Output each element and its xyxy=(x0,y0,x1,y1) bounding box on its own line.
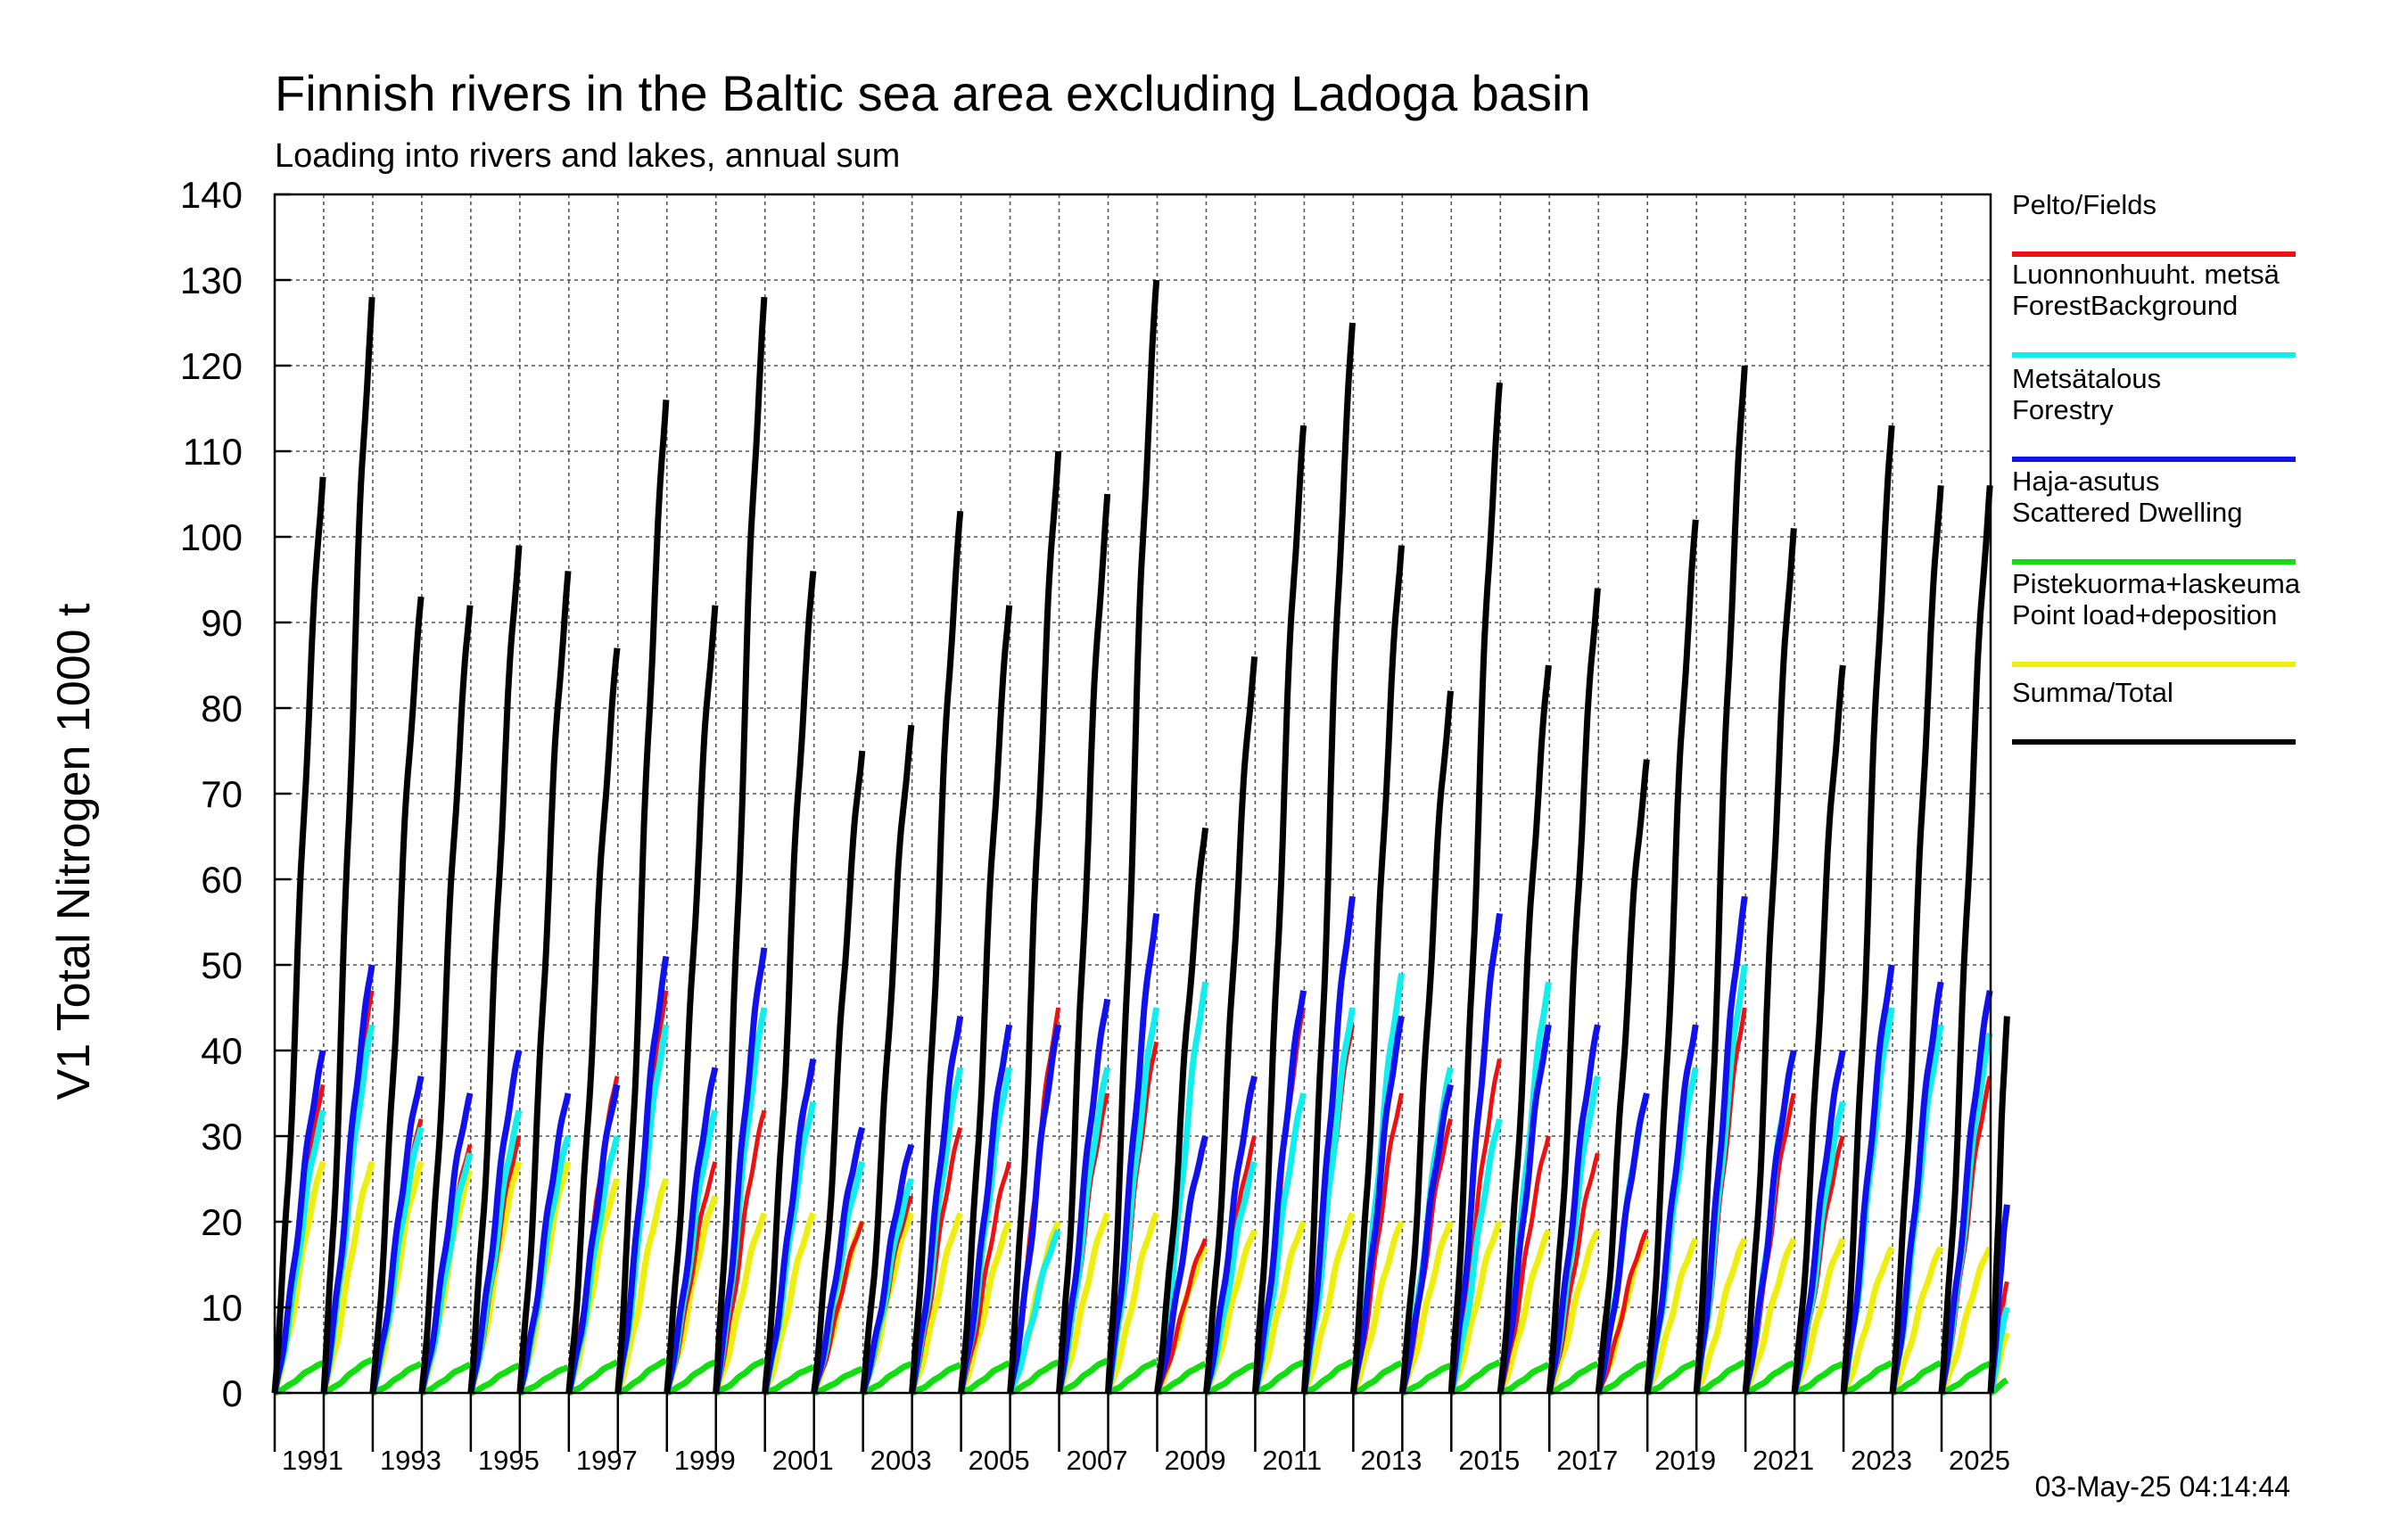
series-line xyxy=(272,1356,2009,1397)
x-tick-label: 2015 xyxy=(1458,1445,1520,1476)
y-tick-label: 40 xyxy=(201,1030,243,1072)
timestamp: 03-May-25 04:14:44 xyxy=(2035,1471,2290,1503)
x-tick-label: 2013 xyxy=(1360,1445,1422,1476)
chart-subtitle: Loading into rivers and lakes, annual su… xyxy=(275,137,900,175)
y-tick-labels: 0 10 20 30 40 50 60 70 80 90 100 110 120 130 140 xyxy=(180,174,243,1414)
series-line xyxy=(271,279,2010,1394)
x-tick-label: 1997 xyxy=(576,1445,638,1476)
y-tick-label: 30 xyxy=(201,1116,243,1158)
x-tick-label: 2001 xyxy=(772,1445,834,1476)
y-tick-label: 70 xyxy=(201,773,243,815)
x-tick-labels: 1991 1993 1995 1997 1999 2001 2003 2005 2007 2009… xyxy=(282,1445,2010,1476)
legend-label: Pelto/Fields xyxy=(2012,189,2156,220)
y-tick-label: 90 xyxy=(201,602,243,644)
y-tick-label: 100 xyxy=(180,516,243,558)
x-tick-label: 2025 xyxy=(1949,1445,2010,1476)
x-tick-label: 2011 xyxy=(1262,1445,1322,1476)
legend-label: Summa/Total xyxy=(2012,677,2173,708)
y-tick-label: 10 xyxy=(201,1287,243,1329)
x-tick-label: 1993 xyxy=(380,1445,441,1476)
chart-title: Finnish rivers in the Baltic sea area ex… xyxy=(275,65,1591,121)
legend-label: Point load+deposition xyxy=(2012,599,2277,630)
y-tick-label: 120 xyxy=(180,345,243,387)
legend: Pelto/Fields Luonnonhuuht. metsäForestBac… xyxy=(2012,189,2301,745)
x-tick-label: 2019 xyxy=(1654,1445,1716,1476)
x-tick-label: 2023 xyxy=(1851,1445,1912,1476)
y-tick-label: 60 xyxy=(201,859,243,901)
y-tick-label: 80 xyxy=(201,688,243,729)
legend-label: Scattered Dwelling xyxy=(2012,497,2242,528)
legend-label: Forestry xyxy=(2012,394,2114,425)
series-line xyxy=(271,895,2010,1394)
y-tick-label: 110 xyxy=(183,431,243,473)
legend-label: Luonnonhuuht. metsä xyxy=(2012,259,2280,290)
legend-label: Pistekuorma+laskeuma xyxy=(2012,568,2301,599)
x-tick-label: 2021 xyxy=(1752,1445,1814,1476)
x-tick-label: 2017 xyxy=(1556,1445,1618,1476)
x-tick-label: 2009 xyxy=(1164,1445,1225,1476)
y-tick-label: 50 xyxy=(201,944,243,986)
grid xyxy=(275,194,1991,1393)
y-tick-label: 0 xyxy=(222,1372,243,1414)
y-tick-label: 130 xyxy=(180,260,243,301)
x-tick-label: 2007 xyxy=(1067,1445,1128,1476)
x-tick-label: 2005 xyxy=(969,1445,1030,1476)
plot-frame xyxy=(273,193,1992,1452)
legend-label: ForestBackground xyxy=(2012,290,2238,321)
x-tick-label: 2003 xyxy=(870,1445,932,1476)
series-group xyxy=(271,279,2010,1397)
legend-label: Metsätalous xyxy=(2012,363,2161,394)
x-tick-label: 1991 xyxy=(282,1445,343,1476)
y-tick-label: 20 xyxy=(201,1201,243,1243)
x-tick-label: 1999 xyxy=(674,1445,736,1476)
y-axis-label: V1 Total Nitrogen 1000 t xyxy=(48,603,100,1100)
y-tick-label: 140 xyxy=(180,174,243,216)
x-tick-label: 1995 xyxy=(478,1445,540,1476)
legend-label: Haja-asutus xyxy=(2012,466,2159,497)
